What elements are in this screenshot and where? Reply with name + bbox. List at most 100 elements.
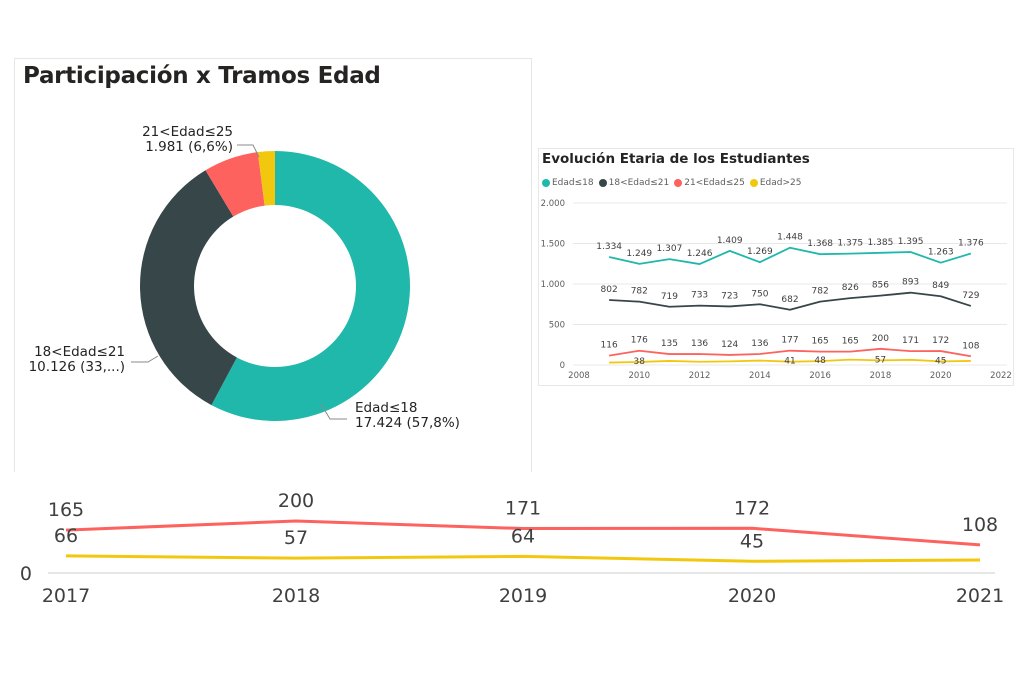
- x-tick-label: 2019: [499, 585, 547, 607]
- legend-item-3[interactable]: Edad>25: [749, 178, 802, 188]
- data-label: 45: [935, 356, 946, 366]
- legend-item-1[interactable]: 18<Edad≤21: [598, 178, 670, 188]
- data-label: 1.395: [898, 237, 924, 247]
- line-chart-legend: Edad≤18 18<Edad≤21 21<Edad≤25 Edad>25: [542, 178, 802, 188]
- data-label: 116: [601, 341, 618, 351]
- data-label: 782: [631, 287, 648, 297]
- data-label: 108: [962, 341, 979, 351]
- y-tick-label: 0: [20, 563, 32, 585]
- data-label: 682: [781, 295, 798, 305]
- y-tick-label: 1.000: [541, 280, 565, 290]
- data-label: 1.385: [868, 238, 894, 248]
- series-line-0: [608, 246, 972, 265]
- data-label: 171: [902, 336, 919, 346]
- zoomed-line-chart: 0 2017 2018 2019 2020 2021 165 200 171 172 108 66 57…: [20, 490, 1004, 607]
- series-line-1: [65, 554, 981, 563]
- data-label: 57: [284, 527, 308, 549]
- donut-label-name-0: Edad≤18: [355, 400, 417, 416]
- legend-marker-icon: [598, 179, 607, 187]
- donut-label-value-1: 10.126 (33,...): [29, 359, 125, 375]
- data-label: 38: [634, 357, 646, 367]
- x-tick-label: 2020: [728, 585, 776, 607]
- donut-slice-0: [211, 151, 410, 421]
- donut-slice-2: [205, 152, 265, 217]
- data-label: 1.376: [958, 239, 984, 249]
- donut-label-name-1: 18<Edad≤21: [34, 344, 125, 360]
- donut-label-name-2: 21<Edad≤25: [142, 124, 233, 140]
- donut-leader-line-0: [320, 403, 347, 420]
- x-tick-label: 2020: [930, 371, 952, 381]
- data-label: 782: [812, 287, 829, 297]
- x-tick-label: 2010: [628, 371, 650, 381]
- data-label: 826: [842, 283, 859, 293]
- donut-leader-line-1: [131, 355, 159, 363]
- legend-item-2[interactable]: 21<Edad≤25: [674, 178, 745, 188]
- data-label: 723: [721, 291, 738, 301]
- series-line-1: [609, 291, 972, 311]
- data-label: 172: [932, 336, 949, 346]
- x-tick-label: 2017: [42, 585, 90, 607]
- data-label: 176: [631, 336, 648, 346]
- data-label: 48: [814, 356, 826, 366]
- line-chart: 0 500 1.000 1.500 2.000 2008 2010 2012 2014 2016 2…: [541, 199, 1012, 381]
- donut-slice-1: [140, 170, 237, 406]
- y-tick-label: 2.000: [541, 199, 565, 209]
- data-label: 849: [932, 281, 949, 291]
- data-label: 200: [872, 334, 889, 344]
- data-label: 729: [962, 291, 979, 301]
- y-tick-label: 0: [560, 361, 565, 371]
- data-label: 108: [962, 514, 998, 536]
- x-tick-label: 2016: [809, 371, 831, 381]
- data-label: 200: [278, 490, 314, 512]
- series-line-2: [608, 347, 972, 358]
- data-label: 1.307: [657, 244, 683, 254]
- data-label: 750: [751, 289, 768, 299]
- data-label: 171: [505, 498, 541, 520]
- donut-label-value-0: 17.424 (57,8%): [355, 415, 460, 431]
- x-tick-label: 2021: [956, 585, 1004, 607]
- data-label: 165: [812, 337, 829, 347]
- x-tick-label: 2018: [870, 371, 892, 381]
- legend-marker-icon: [749, 179, 758, 187]
- data-label: 136: [751, 339, 768, 349]
- series-line-0: [65, 519, 981, 547]
- data-label: 64: [511, 525, 535, 547]
- data-label: 856: [872, 281, 889, 291]
- data-label: 1.368: [807, 239, 833, 249]
- data-label: 1.246: [687, 249, 713, 259]
- data-label: 1.249: [626, 249, 652, 259]
- donut-leader-line-2: [237, 144, 260, 158]
- data-label: 1.375: [837, 239, 863, 249]
- data-label: 165: [48, 499, 84, 521]
- legend-item-0[interactable]: Edad≤18: [542, 178, 594, 188]
- data-label: 177: [781, 336, 798, 346]
- x-tick-label: 2008: [568, 371, 590, 381]
- data-label: 1.448: [777, 233, 803, 243]
- legend-marker-icon: [542, 179, 550, 187]
- data-label: 172: [734, 497, 770, 519]
- donut-label-value-2: 1.981 (6,6%): [145, 139, 233, 155]
- data-label: 165: [842, 337, 859, 347]
- data-label: 136: [691, 339, 708, 349]
- x-tick-label: 2012: [689, 371, 711, 381]
- legend-label: 18<Edad≤21: [608, 178, 670, 188]
- data-label: 1.263: [928, 248, 954, 258]
- data-label: 719: [661, 292, 678, 302]
- data-label: 124: [721, 340, 738, 350]
- data-label: 733: [691, 291, 708, 301]
- legend-marker-icon: [674, 179, 683, 187]
- data-label: 66: [54, 525, 78, 547]
- legend-label: Edad>25: [759, 178, 802, 188]
- x-tick-label: 2022: [990, 371, 1012, 381]
- data-label: 135: [661, 339, 678, 349]
- data-label: 802: [601, 285, 618, 295]
- legend-label: Edad≤18: [552, 178, 594, 188]
- data-label: 893: [902, 278, 919, 288]
- data-label: 1.334: [596, 242, 622, 252]
- x-tick-label: 2014: [749, 371, 771, 381]
- data-label: 45: [740, 530, 764, 552]
- x-tick-label: 2018: [272, 585, 320, 607]
- line-chart-card: Evolución Etaria de los Estudiantes Edad…: [538, 148, 1014, 386]
- donut-slice-3: [257, 151, 275, 206]
